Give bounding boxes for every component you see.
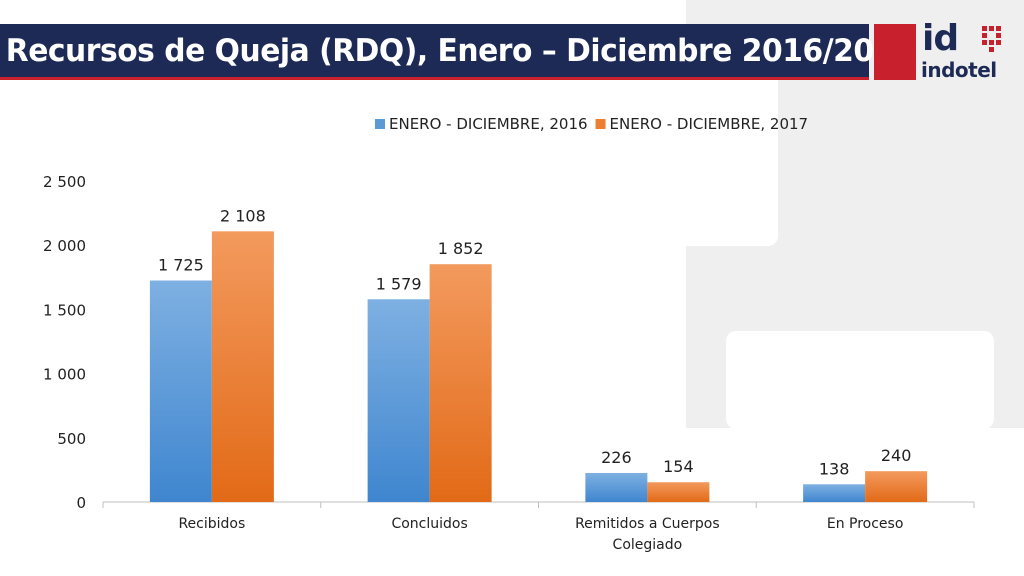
bar: [149, 280, 212, 502]
data-label: 138: [819, 459, 850, 478]
data-label: 240: [881, 446, 912, 465]
y-tick-label: 0: [76, 494, 86, 512]
bar: [585, 472, 648, 502]
bar: [367, 299, 430, 502]
y-tick-label: 2 500: [43, 173, 86, 191]
data-label: 1 579: [376, 274, 422, 293]
data-label: 1 852: [438, 239, 484, 258]
logo-mark: id: [922, 18, 959, 59]
background-card: [726, 331, 994, 429]
x-tick-label: En Proceso: [827, 516, 904, 532]
logo-name: indotel: [921, 58, 997, 82]
title-bar: Recursos de Queja (RDQ), Enero – Diciemb…: [0, 24, 914, 80]
y-tick-label: 1 500: [43, 301, 86, 319]
y-tick-label: 2 000: [43, 237, 86, 255]
bar: [865, 471, 928, 502]
x-tick-label: Colegiado: [613, 537, 683, 553]
x-tick-label: Concluidos: [391, 516, 467, 532]
x-tick-label: Remitidos a Cuerpos: [575, 516, 720, 532]
y-tick-label: 1 000: [43, 366, 86, 384]
data-label: 1 725: [158, 256, 204, 275]
bar: [803, 484, 866, 502]
data-label: 226: [601, 448, 632, 467]
legend-swatch: [595, 119, 606, 129]
bar: [429, 264, 492, 502]
legend-label: ENERO - DICIEMBRE, 2016: [389, 115, 588, 133]
background-card: [686, 80, 778, 246]
logo-accent-block: [874, 24, 916, 80]
y-tick-label: 500: [57, 430, 86, 448]
legend-label: ENERO - DICIEMBRE, 2017: [610, 115, 809, 133]
legend-swatch: [375, 119, 385, 129]
logo-grid-icon: [982, 26, 1002, 52]
bar: [211, 231, 274, 502]
indotel-logo: id indotel: [920, 18, 1020, 84]
data-label: 154: [663, 457, 694, 476]
bar: [647, 482, 710, 502]
page-title: Recursos de Queja (RDQ), Enero – Diciemb…: [5, 32, 915, 69]
data-label: 2 108: [220, 206, 266, 225]
x-tick-label: Recibidos: [178, 516, 245, 532]
